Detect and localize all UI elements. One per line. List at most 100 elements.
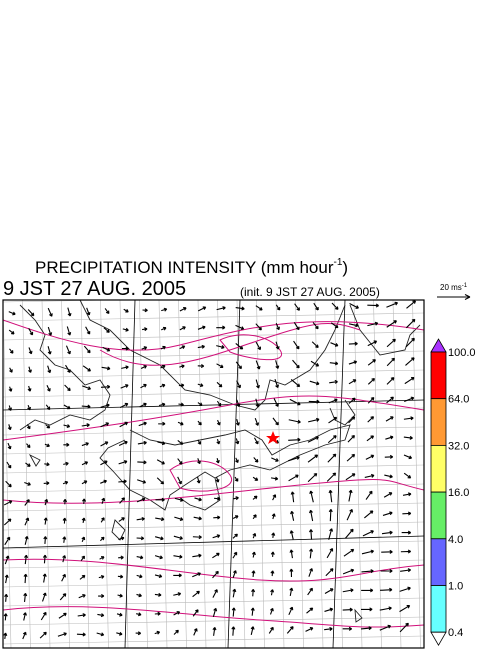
wind-arrow [342,568,355,575]
wind-arrow [197,383,204,388]
wind-arrow [328,508,333,522]
wind-arrow [309,548,314,559]
graticule [3,407,424,417]
wind-arrow [99,536,105,542]
wind-arrow [103,327,110,333]
wind-arrow [47,326,53,336]
wind-arrow [289,398,301,406]
wind-arrow [232,588,237,598]
wind-arrow [252,514,257,520]
wind-arrow [45,424,51,429]
contour [3,479,424,504]
wind-arrow [235,342,244,350]
wind-arrow [216,306,226,311]
wind-arrow [232,551,238,559]
wind-arrow [118,460,128,465]
wind-arrow [382,511,393,516]
meridian [227,300,241,648]
wind-arrow [154,574,163,579]
coastline [129,424,351,471]
wind-arrow [342,607,353,612]
wind-arrow [63,442,70,447]
contour [3,319,424,351]
wind-arrow [328,416,338,424]
wind-arrow [8,386,13,392]
wind-arrow [177,458,183,465]
wind-arrow [155,517,165,522]
wind-arrow [81,480,88,485]
wind-arrow [141,346,148,350]
wind-arrow [383,492,393,498]
wind-arrow [348,416,356,424]
wind-arrow [123,308,129,313]
wind-arrow [399,622,409,633]
wind-arrow [324,607,334,612]
wind-arrow [344,528,354,539]
wind-arrow [160,345,166,350]
wind-arrow [215,476,220,483]
wind-arrow [232,570,237,578]
wind-arrow [212,627,217,636]
wind-arrow [343,548,355,557]
wind-arrow [348,379,357,385]
wind-arrow [235,324,245,330]
wind-arrow [156,477,165,485]
graticule [256,300,265,648]
wind-arrow [273,398,279,407]
valid-time: 9 JST 27 AUG. 2005 [3,278,186,300]
wind-arrow [254,437,259,445]
wind-arrow [324,626,333,631]
wind-arrow [255,360,261,370]
wind-arrow [177,476,182,485]
wind-arrow [43,536,48,544]
wind-arrow [364,473,375,478]
wind-arrow [384,474,393,479]
wind-arrow [216,381,223,388]
wind-arrow [179,307,187,312]
wind-arrow [173,592,182,597]
wind-arrow [136,516,145,521]
contour [99,323,361,366]
wind-arrow [59,593,67,601]
wind-arrow [270,589,275,596]
wind-arrow [97,613,105,618]
wind-arrow [81,461,89,466]
title: PRECIPITATION INTENSITY (mm hour-1) [35,257,348,277]
wind-arrow [331,302,339,310]
wind-arrow [379,606,392,611]
wind-arrow [5,480,12,488]
init-time: (init. 9 JST 27 AUG. 2005) [240,285,380,299]
map-frame [2,299,425,649]
colorbar: 100.0 64.0 32.0 16.0 4.0 1.0 0.4 [430,338,476,647]
wind-arrow [324,588,334,594]
wind-arrow [197,439,202,445]
wind-arrow [44,462,50,467]
wind-arrow [61,573,66,582]
wind-arrow [293,322,300,331]
wind-arrow [197,325,206,330]
wind-arrow [100,403,110,408]
colorbar-label: 1.0 [448,581,463,593]
wind-arrow [215,458,220,464]
wind-arrow [405,318,416,329]
wind-arrow [272,417,279,426]
wind-arrow [309,380,320,386]
wind-arrow [161,307,168,312]
parallel [3,399,424,411]
wind-arrow [349,303,359,309]
wind-arrow [348,489,353,502]
graticule [3,464,424,474]
wind-arrow [342,588,354,593]
vector-legend-arrow [437,294,471,300]
wind-arrow [275,341,280,350]
graticule [3,388,424,398]
wind-arrow [386,301,398,308]
wind-arrow [216,419,221,426]
wind-arrow [386,357,395,367]
contour [169,460,233,492]
wind-arrow [272,494,277,501]
wind-arrow [289,530,294,540]
wind-arrow [58,612,67,619]
colorbar-label: 0.4 [448,627,463,639]
graticule [3,426,424,436]
